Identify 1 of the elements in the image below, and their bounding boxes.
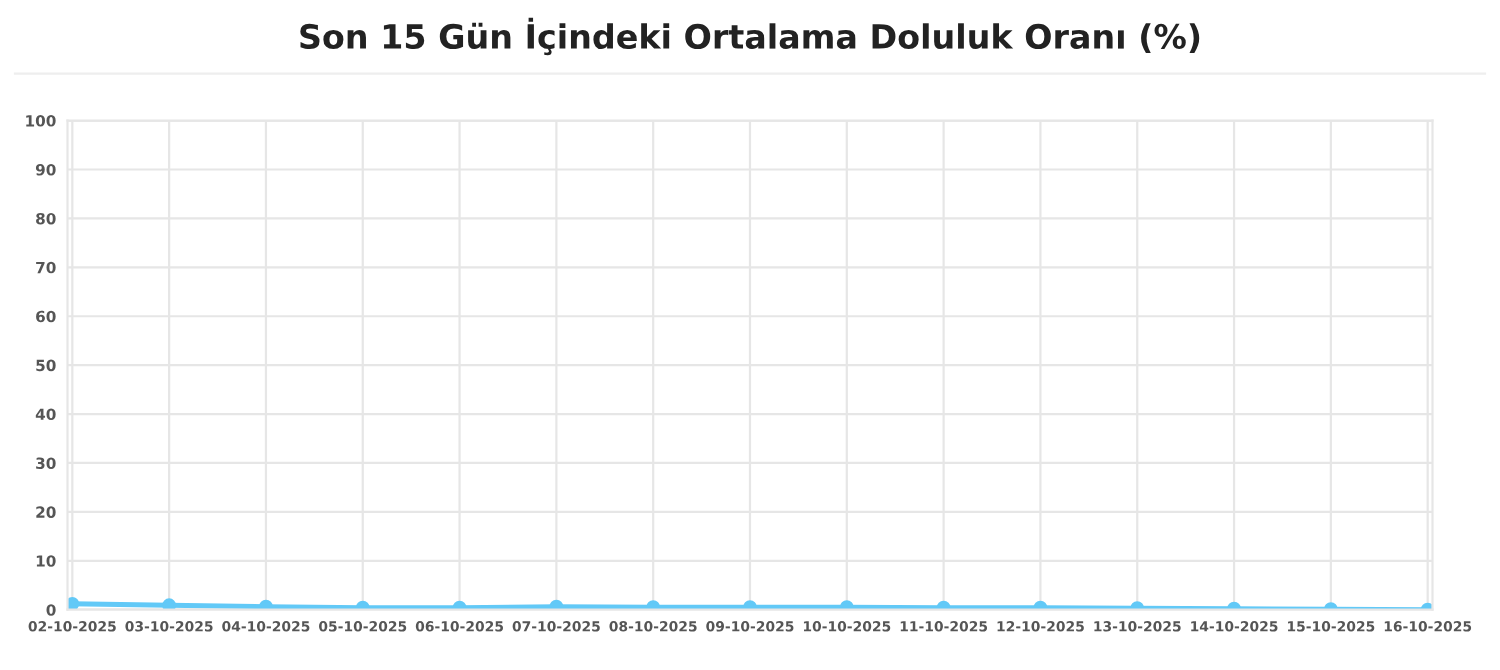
chart-title: Son 15 Gün İçindeki Ortalama Doluluk Oranı (%) <box>300 17 1200 56</box>
